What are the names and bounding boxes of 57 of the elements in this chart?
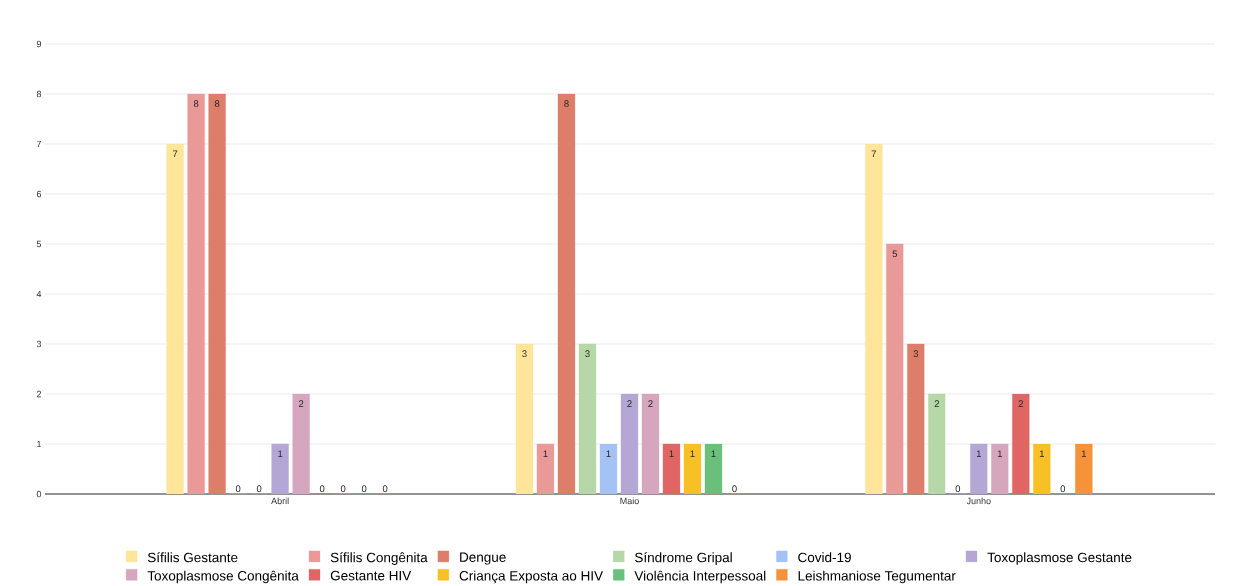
- legend-label: Dengue: [460, 552, 506, 565]
- data-label: 1: [278, 450, 283, 458]
- data-label: 0: [1060, 485, 1066, 493]
- y-tick-label: 7: [36, 140, 42, 148]
- data-label: 0: [256, 485, 262, 493]
- data-label: 2: [934, 400, 939, 408]
- data-label: 0: [732, 485, 737, 493]
- data-label: 0: [319, 485, 325, 493]
- data-label: 0: [955, 485, 961, 493]
- y-tick-label: 4: [36, 290, 42, 298]
- x-tick-label: Maio: [620, 497, 639, 505]
- data-label: 1: [711, 450, 716, 458]
- legend-label: Toxoplasmose Gestante: [987, 552, 1132, 565]
- data-label: 1: [543, 450, 548, 458]
- x-tick-label: Abril: [271, 497, 289, 505]
- legend-label: Leishmaniose Tegumentar: [798, 570, 956, 584]
- data-label: 3: [913, 350, 919, 358]
- data-label: 3: [522, 350, 527, 358]
- data-label: 0: [340, 485, 346, 493]
- data-label: 0: [235, 485, 241, 493]
- data-label: 7: [871, 150, 876, 158]
- data-label: 0: [382, 485, 388, 493]
- data-label: 8: [214, 100, 220, 108]
- y-tick-label: 9: [36, 40, 42, 48]
- data-label: 1: [606, 450, 611, 458]
- data-label: 5: [892, 250, 898, 258]
- y-tick-label: 0: [36, 490, 42, 498]
- data-label: 1: [976, 450, 981, 458]
- data-label: 1: [1039, 450, 1044, 458]
- data-label: 1: [1081, 450, 1086, 458]
- y-tick-label: 3: [36, 340, 42, 348]
- y-tick-label: 5: [36, 240, 42, 248]
- legend-label: Sífilis Congênita: [330, 552, 428, 565]
- legend-label: Criança Exposta ao HIV: [459, 570, 603, 584]
- data-label: 8: [193, 100, 199, 108]
- legend-label: Síndrome Gripal: [635, 552, 732, 565]
- legend-label: Covid-19: [798, 552, 851, 563]
- legend-label: Toxoplasmose Congênita: [147, 570, 299, 584]
- y-tick-label: 6: [36, 190, 42, 198]
- data-label: 1: [997, 450, 1002, 458]
- data-label: 3: [585, 350, 590, 358]
- legend-label: Gestante HIV: [330, 570, 412, 581]
- legend-label: Sífilis Gestante: [147, 552, 238, 563]
- y-tick-label: 8: [36, 90, 42, 98]
- y-tick-label: 2: [36, 390, 42, 398]
- data-label: 1: [690, 450, 695, 458]
- data-label: 2: [648, 400, 653, 408]
- x-tick-label: Junho: [966, 497, 991, 505]
- data-label: 1: [669, 450, 674, 458]
- data-label: 7: [172, 150, 178, 158]
- legend-label: Violência Interpessoal: [634, 570, 766, 584]
- y-tick-label: 1: [37, 440, 42, 448]
- data-label: 0: [361, 485, 367, 493]
- data-label: 2: [1018, 400, 1023, 408]
- data-label: 8: [564, 100, 569, 108]
- data-label: 2: [298, 400, 304, 408]
- data-label: 2: [627, 400, 632, 408]
